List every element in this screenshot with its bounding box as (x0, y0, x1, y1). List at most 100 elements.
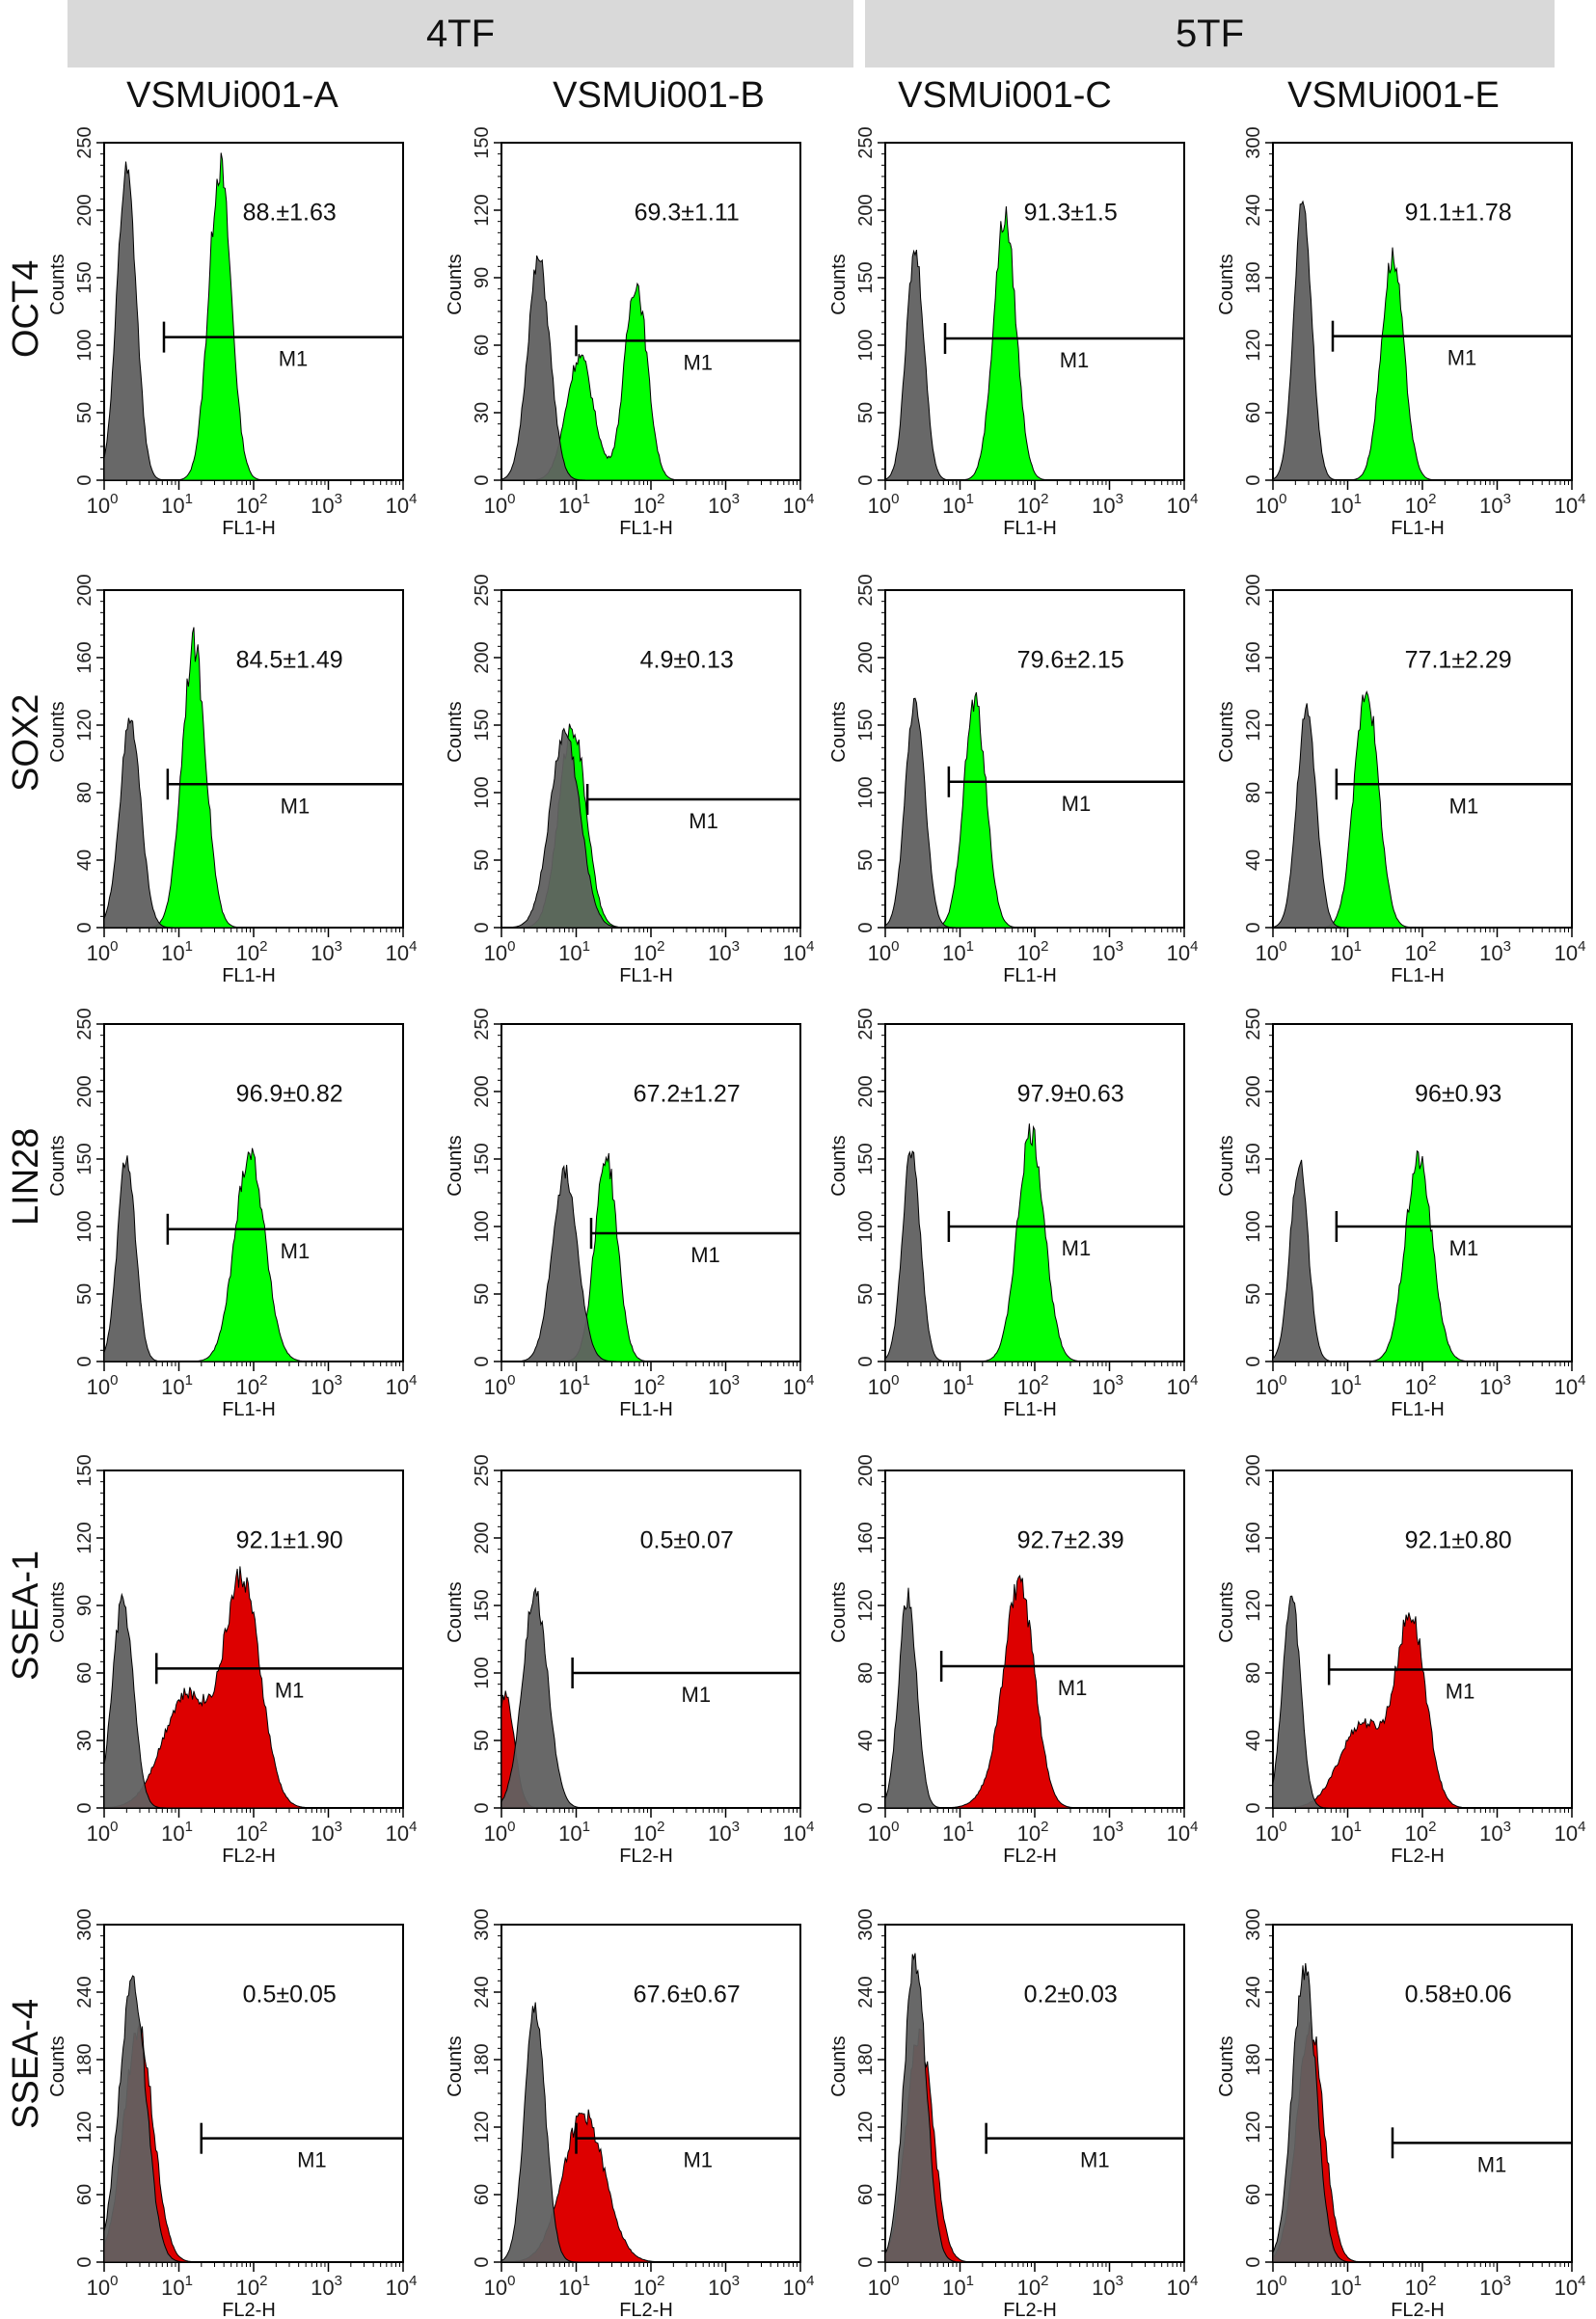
x-axis-label: FL1-H (619, 518, 673, 539)
x-axis-label: FL1-H (1391, 518, 1445, 539)
percent-positive-label: 4.9±0.13 (640, 647, 734, 674)
y-tick-label: 250 (472, 1008, 493, 1039)
y-tick-label: 160 (1243, 641, 1264, 673)
y-tick-label: 0 (74, 1802, 95, 1813)
x-tick-label: 100 (1256, 1372, 1287, 1399)
x-tick-label: 102 (1017, 938, 1049, 965)
y-tick-label: 250 (74, 126, 95, 158)
x-tick-label: 102 (1017, 1372, 1049, 1399)
y-tick-label: 100 (472, 776, 493, 808)
histogram-lin28-vsmui001-e: 0 50 100 150 200 250 Counts 100 101 102 103 104 FL1-… (1216, 1008, 1585, 1420)
x-tick-label: 104 (1555, 2273, 1586, 2300)
x-tick-label: 100 (1256, 2273, 1287, 2300)
histogram-ssea-1-vsmui001-c: 0 40 80 120 160 200 Counts 100 101 102 103 104 FL2-H… (828, 1454, 1198, 1867)
x-axis-label: FL2-H (1391, 1846, 1445, 1867)
y-tick-label: 200 (855, 194, 877, 226)
y-tick-label: 0 (1243, 1802, 1264, 1813)
y-tick-label: 60 (855, 2184, 877, 2205)
x-tick-label: 103 (1092, 1819, 1123, 1846)
y-tick-label: 200 (74, 1075, 95, 1107)
x-tick-label: 100 (484, 2273, 516, 2300)
x-tick-label: 103 (708, 2273, 740, 2300)
percent-positive-label: 96±0.93 (1415, 1081, 1501, 1108)
x-tick-label: 102 (1017, 491, 1049, 518)
gate-label: M1 (1477, 2152, 1507, 2176)
y-axis-label: Counts (1216, 701, 1237, 762)
y-tick-label: 150 (855, 261, 877, 293)
y-tick-label: 0 (74, 922, 95, 932)
y-tick-label: 200 (855, 1454, 877, 1486)
y-tick-label: 150 (74, 1454, 95, 1486)
x-tick-label: 104 (783, 2273, 815, 2300)
y-axis-label: Counts (828, 254, 850, 314)
x-tick-label: 101 (558, 491, 590, 518)
x-tick-label: 101 (558, 2273, 590, 2300)
histogram-oct4-vsmui001-b: 0 30 60 90 120 150 Counts 100 101 102 103 104 FL1-H M… (445, 126, 814, 539)
x-tick-label: 104 (1555, 491, 1586, 518)
y-tick-label: 0 (472, 1802, 493, 1813)
plot-frame (103, 142, 404, 481)
y-tick-label: 50 (855, 1283, 877, 1305)
y-tick-label: 0 (74, 1356, 95, 1366)
gate-label: M1 (1447, 346, 1477, 370)
x-tick-label: 103 (708, 938, 740, 965)
gate-label: M1 (683, 350, 713, 374)
x-tick-label: 104 (1167, 2273, 1199, 2300)
histogram-sox2-vsmui001-b: 0 50 100 150 200 250 Counts 100 101 102 103 104 FL1-… (445, 574, 814, 986)
x-tick-label: 104 (386, 1819, 418, 1846)
x-tick-label: 101 (1330, 491, 1362, 518)
column-header-c: VSMUi001-C (898, 75, 1112, 116)
y-tick-label: 0 (472, 1356, 493, 1366)
x-axis-label: FL1-H (1003, 1399, 1057, 1420)
x-tick-label: 101 (942, 1819, 974, 1846)
plot-frame (1272, 142, 1573, 481)
x-tick-label: 101 (1330, 1819, 1362, 1846)
x-tick-label: 104 (386, 1372, 418, 1399)
percent-positive-label: 92.7±2.39 (1017, 1527, 1124, 1554)
y-tick-label: 150 (74, 1143, 95, 1174)
y-axis-label: Counts (445, 1581, 466, 1642)
x-tick-label: 101 (161, 1372, 193, 1399)
x-tick-label: 104 (783, 1819, 815, 1846)
y-tick-label: 250 (74, 1008, 95, 1039)
x-tick-label: 103 (1479, 491, 1511, 518)
gate-label: M1 (1080, 2148, 1110, 2172)
y-tick-label: 0 (472, 2256, 493, 2267)
y-tick-label: 100 (74, 1210, 95, 1242)
y-tick-label: 250 (855, 574, 877, 606)
percent-positive-label: 91.3±1.5 (1024, 200, 1118, 227)
histogram-ssea-4-vsmui001-c: 0 60 120 180 240 300 Counts 100 101 102 103 104 FL2-… (828, 1908, 1198, 2319)
y-tick-label: 200 (1243, 1454, 1264, 1486)
y-tick-label: 180 (1243, 2043, 1264, 2075)
histogram-ssea-4-vsmui001-a: 0 60 120 180 240 300 Counts 100 101 102 103 104 FL2-… (47, 1908, 417, 2319)
x-tick-label: 103 (1479, 1372, 1511, 1399)
x-tick-label: 102 (236, 1372, 268, 1399)
y-tick-label: 90 (472, 267, 493, 288)
x-tick-label: 103 (1479, 2273, 1511, 2300)
x-tick-label: 104 (1555, 1819, 1586, 1846)
histogram-ssea-1-vsmui001-a: 0 30 60 90 120 150 Counts 100 101 102 103 104 FL2-H M… (47, 1454, 417, 1867)
y-tick-label: 160 (1243, 1522, 1264, 1553)
x-tick-label: 103 (311, 938, 342, 965)
y-tick-label: 0 (855, 474, 877, 485)
y-tick-label: 0 (74, 474, 95, 485)
column-header-b: VSMUi001-B (553, 75, 765, 116)
y-tick-label: 0 (855, 2256, 877, 2267)
x-axis-label: FL1-H (1391, 965, 1445, 986)
group-band-4tf: 4TF (68, 0, 853, 67)
gate-label: M1 (275, 1678, 305, 1702)
y-tick-label: 0 (855, 922, 877, 932)
x-tick-label: 102 (1405, 1372, 1437, 1399)
percent-positive-label: 77.1±2.29 (1405, 647, 1512, 674)
y-tick-label: 120 (1243, 709, 1264, 741)
x-tick-label: 100 (87, 1819, 119, 1846)
x-tick-label: 103 (1092, 2273, 1123, 2300)
y-tick-label: 50 (74, 402, 95, 423)
y-tick-label: 200 (855, 641, 877, 673)
y-tick-label: 0 (1243, 1356, 1264, 1366)
x-tick-label: 102 (1017, 1819, 1049, 1846)
x-tick-label: 100 (1256, 1819, 1287, 1846)
gate-label: M1 (1449, 794, 1479, 818)
x-tick-label: 100 (87, 938, 119, 965)
